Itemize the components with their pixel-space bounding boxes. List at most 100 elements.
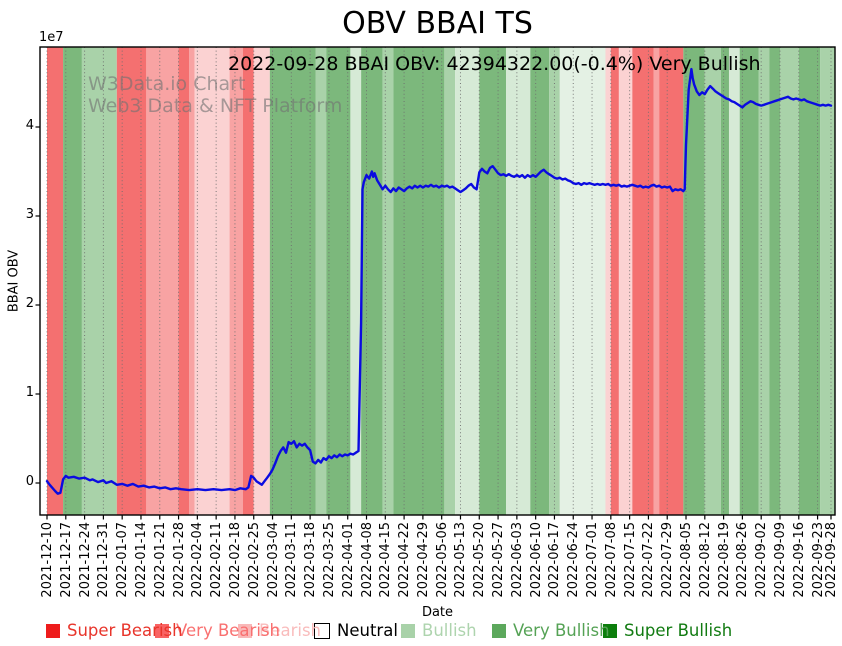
sentiment-band-bearish-light — [605, 47, 611, 515]
x-tick-label: 2022-03-18 — [303, 522, 319, 598]
sentiment-band-very-bullish — [683, 47, 705, 515]
x-tick-label: 2022-08-26 — [735, 522, 751, 598]
watermark-line1: W3Data.io Chart — [88, 73, 246, 95]
sentiment-band-very-bullish — [739, 47, 759, 515]
sentiment-band-very-bearish — [178, 47, 190, 515]
sentiment-band-bearish-light — [194, 47, 230, 515]
x-tick-label: 2022-08-19 — [716, 522, 732, 598]
sentiment-band-very-bullish — [720, 47, 729, 515]
sentiment-band-very-bearish — [659, 47, 684, 515]
sentiment-band-bullish-pale — [455, 47, 480, 515]
sentiment-band-bearish-light — [253, 47, 270, 515]
x-tick-label: 2022-02-04 — [190, 522, 206, 598]
sentiment-band-bullish — [315, 47, 327, 515]
sentiment-band-very-bullish — [326, 47, 351, 515]
legend-swatch-icon — [46, 624, 60, 638]
x-tick-label: 2022-03-25 — [321, 522, 337, 598]
y-tick-label: 4 — [25, 118, 34, 133]
sentiment-band-very-bullish — [769, 47, 780, 515]
x-tick-label: 2022-04-08 — [359, 522, 375, 598]
watermark-line2: Web3 Data & NFT Platform — [88, 95, 343, 117]
x-tick-label: 2022-08-12 — [697, 522, 713, 598]
legend-label: Neutral — [337, 621, 398, 640]
sentiment-band-bearish-light — [618, 47, 633, 515]
x-tick-label: 2022-07-08 — [603, 522, 619, 598]
axes-spine — [39, 46, 836, 516]
y-tick-label: 2 — [25, 296, 34, 311]
sentiment-band-bullish — [382, 47, 394, 515]
sentiment-band-very-bearish — [610, 47, 619, 515]
chart-title: OBV BBAI TS — [342, 6, 533, 41]
sentiment-band-very-bullish — [269, 47, 316, 515]
x-tick-label: 2022-01-14 — [133, 522, 149, 598]
x-tick-label: 2022-05-13 — [453, 522, 469, 598]
sentiment-band-very-bearish — [116, 47, 147, 515]
sentiment-band-very-bearish — [243, 47, 254, 515]
legend-swatch-icon — [401, 624, 415, 638]
x-tick-label: 2022-01-28 — [171, 522, 187, 598]
sentiment-band-bullish — [758, 47, 770, 515]
sentiment-band-very-bullish — [530, 47, 550, 515]
x-tick-label: 2022-01-07 — [115, 522, 131, 598]
legend-swatch-icon — [155, 624, 169, 638]
x-tick-label: 2022-07-15 — [622, 522, 638, 598]
x-tick-label: 2022-05-20 — [472, 522, 488, 598]
y-tick-label: 3 — [25, 207, 34, 222]
x-tick-label: 2022-04-01 — [340, 522, 356, 598]
sentiment-band-very-bearish — [47, 47, 64, 515]
legend-swatch-icon — [314, 623, 330, 639]
x-axis-label: Date — [421, 605, 454, 620]
x-tick-label: 2022-02-25 — [246, 522, 262, 598]
sentiment-band-bullish — [820, 47, 835, 515]
x-tick-label: 2022-01-21 — [152, 522, 168, 598]
legend-item-very-bullish: Very Bullish — [492, 622, 610, 640]
x-tick-label: 2021-12-10 — [40, 522, 55, 598]
legend-label: Bearish — [259, 621, 322, 640]
y-tick-label: 0 — [25, 474, 34, 489]
x-tick-label: 2022-06-17 — [547, 522, 563, 598]
sentiment-band-very-bullish — [63, 47, 82, 515]
x-tick-label: 2022-04-22 — [397, 522, 413, 598]
x-tick-label: 2022-05-06 — [434, 522, 450, 598]
legend-item-neutral: Neutral — [314, 622, 398, 640]
sentiment-band-very-bullish — [479, 47, 507, 515]
sentiment-band-bearish — [189, 47, 195, 515]
sentiment-band-bullish-pale — [350, 47, 362, 515]
sentiment-band-bullish-pale — [728, 47, 740, 515]
legend-label: Super Bearish — [67, 621, 183, 640]
watermark: W3Data.io Chart Web3 Data & NFT Platform — [88, 73, 342, 117]
sentiment-band-very-bullish — [361, 47, 383, 515]
x-tick-label: 2022-09-28 — [824, 522, 839, 598]
x-tick-label: 2022-02-11 — [209, 522, 225, 598]
sentiment-band-very-bullish — [393, 47, 445, 515]
legend-item-bearish: Bearish — [238, 622, 321, 640]
x-tick-label: 2022-09-16 — [791, 522, 807, 598]
x-tick-label: 2022-08-05 — [679, 522, 694, 598]
legend-item-super-bearish: Super Bearish — [46, 622, 183, 640]
legend-item-bullish: Bullish — [401, 622, 477, 640]
x-tick-label: 2022-02-18 — [227, 522, 243, 598]
legend-item-very-bearish: Very Bearish — [155, 622, 280, 640]
sentiment-band-bearish — [146, 47, 179, 515]
x-tick-label: 2021-12-31 — [96, 522, 112, 598]
x-tick-label: 2022-03-04 — [265, 522, 281, 598]
legend-label: Very Bearish — [176, 621, 280, 640]
legend-swatch-icon — [238, 624, 252, 638]
x-tick-label: 2022-07-22 — [641, 522, 657, 598]
sentiment-band-very-bullish — [798, 47, 821, 515]
sentiment-band-bearish — [229, 47, 243, 515]
sentiment-band-bullish — [444, 47, 456, 515]
sentiment-band-bullish — [779, 47, 799, 515]
x-tick-label: 2022-09-02 — [754, 522, 770, 598]
legend-swatch-icon — [603, 624, 617, 638]
obv-line — [45, 67, 833, 495]
sentiment-band-very-bearish — [632, 47, 654, 515]
y-axis-offset-label: 1e7 — [39, 30, 64, 45]
x-tick-label: 2022-07-01 — [585, 522, 601, 598]
x-tick-label: 2022-09-09 — [772, 522, 788, 598]
x-tick-label: 2022-04-29 — [415, 522, 431, 598]
x-tick-label: 2022-06-24 — [566, 522, 582, 598]
x-tick-label: 2022-06-10 — [528, 522, 544, 598]
